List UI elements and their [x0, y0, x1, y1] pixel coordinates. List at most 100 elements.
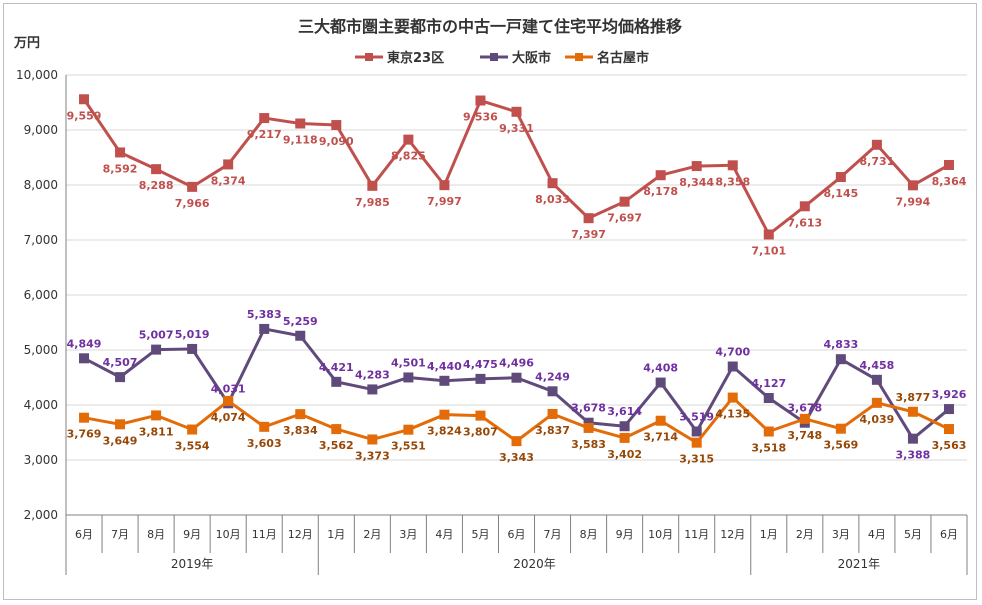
data-point	[547, 178, 558, 189]
legend-entry: 大阪市	[512, 50, 551, 66]
data-point	[691, 161, 702, 172]
data-point	[367, 384, 378, 395]
data-label: 3,714	[643, 431, 678, 444]
data-point	[475, 95, 486, 106]
data-label: 7,985	[355, 196, 390, 209]
data-point	[151, 410, 162, 421]
data-label: 4,408	[643, 362, 678, 375]
data-point	[115, 372, 126, 383]
data-label: 9,331	[499, 122, 534, 135]
legend-swatch-marker	[490, 53, 498, 61]
data-label: 9,118	[283, 134, 318, 147]
data-point	[871, 397, 882, 408]
data-point	[187, 181, 198, 192]
data-label: 3,807	[463, 426, 498, 439]
data-point	[907, 433, 918, 444]
data-point	[619, 432, 630, 443]
x-tick-label: 7月	[544, 528, 562, 541]
y-tick-label: 10,000	[16, 68, 58, 82]
data-point	[511, 436, 522, 447]
data-label: 8,364	[932, 175, 967, 188]
data-point	[367, 434, 378, 445]
y-tick-label: 8,000	[24, 178, 58, 192]
x-tick-label: 8月	[580, 528, 598, 541]
data-point	[835, 423, 846, 434]
data-label: 3,569	[823, 439, 858, 452]
data-point	[691, 437, 702, 448]
data-label: 3,562	[319, 439, 354, 452]
data-label: 7,966	[175, 197, 210, 210]
x-tick-label: 5月	[471, 528, 489, 541]
x-tick-label: 12月	[288, 528, 313, 541]
x-tick-label: 6月	[508, 528, 526, 541]
data-label: 8,374	[211, 174, 246, 187]
data-point	[475, 373, 486, 384]
data-point	[475, 410, 486, 421]
data-label: 3,837	[535, 424, 570, 437]
x-tick-label: 6月	[75, 528, 93, 541]
data-label: 4,127	[751, 377, 786, 390]
data-point	[871, 139, 882, 150]
x-tick-label: 2月	[363, 528, 381, 541]
data-label: 3,678	[787, 402, 822, 415]
x-tick-label: 2月	[796, 528, 814, 541]
data-point	[727, 392, 738, 403]
data-point	[727, 361, 738, 372]
data-point	[943, 404, 954, 415]
data-point	[223, 159, 234, 170]
data-point	[907, 180, 918, 191]
data-point	[295, 409, 306, 420]
data-point	[943, 424, 954, 435]
data-label: 4,496	[499, 357, 534, 370]
data-point	[295, 330, 306, 341]
data-label: 4,135	[715, 408, 750, 421]
data-point	[403, 134, 414, 145]
data-label: 5,383	[247, 308, 282, 321]
x-tick-label: 4月	[435, 528, 453, 541]
year-label: 2020年	[513, 557, 556, 571]
data-point	[619, 196, 630, 207]
legend-swatch-marker	[365, 53, 373, 61]
legend: 東京23区 大阪市 名古屋市	[355, 50, 649, 66]
data-label: 3,926	[932, 388, 967, 401]
data-label: 3,373	[355, 449, 390, 462]
data-label: 3,748	[787, 429, 822, 442]
x-tick-label: 9月	[183, 528, 201, 541]
data-point	[655, 415, 666, 426]
data-point	[655, 377, 666, 388]
data-label: 9,559	[67, 109, 102, 122]
data-point	[79, 94, 90, 105]
data-point	[511, 106, 522, 117]
data-label: 5,259	[283, 315, 318, 328]
data-point	[511, 372, 522, 383]
data-label: 3,315	[679, 453, 714, 466]
x-tick-label: 10月	[648, 528, 673, 541]
data-label: 4,458	[860, 359, 895, 372]
data-label: 4,700	[715, 346, 750, 359]
data-point	[691, 426, 702, 437]
data-label: 3,824	[427, 425, 462, 438]
x-tick-label: 7月	[111, 528, 129, 541]
y-tick-label: 4,000	[24, 398, 58, 412]
data-point	[763, 426, 774, 437]
x-tick-label: 12月	[720, 528, 745, 541]
x-tick-label: 9月	[616, 528, 634, 541]
data-label: 3,649	[103, 434, 138, 447]
data-point	[115, 147, 126, 158]
data-point	[763, 229, 774, 240]
x-tick-label: 1月	[760, 528, 778, 541]
data-point	[655, 170, 666, 181]
data-point	[907, 406, 918, 417]
series-layer	[79, 94, 954, 448]
year-label: 2019年	[171, 557, 214, 571]
x-tick-label: 1月	[327, 528, 345, 541]
data-point	[115, 419, 126, 430]
data-point	[439, 180, 450, 191]
data-label: 4,501	[391, 356, 426, 369]
data-label: 3,551	[391, 440, 426, 453]
series-line	[82, 98, 950, 236]
data-point	[583, 422, 594, 433]
chart-title: 三大都市圏主要都市の中古一戸建て住宅平均価格推移	[298, 17, 682, 36]
data-point	[403, 424, 414, 435]
